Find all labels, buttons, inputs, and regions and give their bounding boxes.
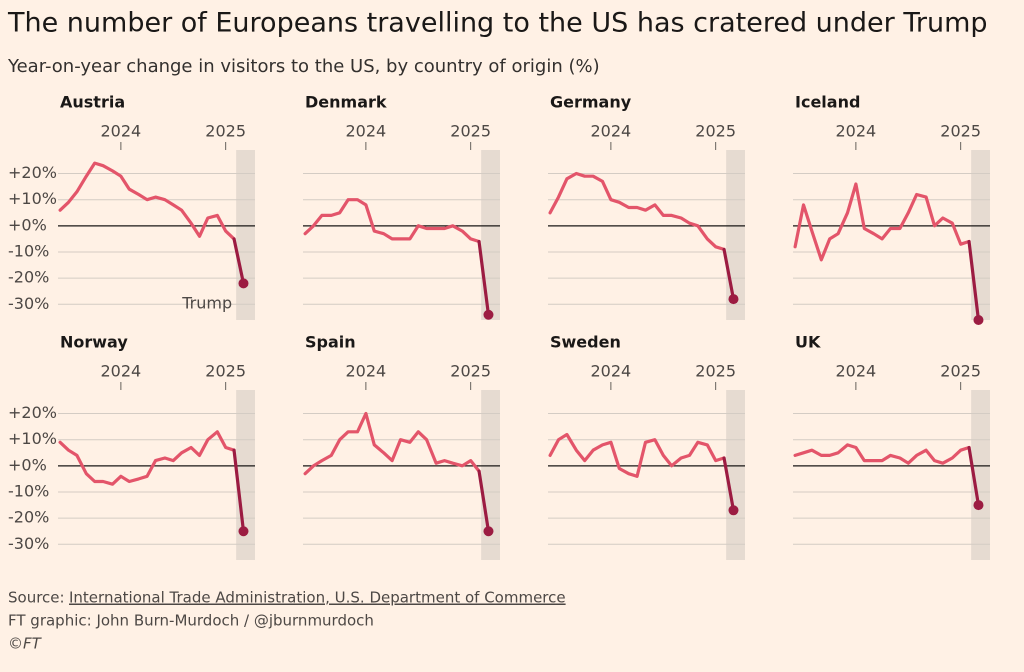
panel-title: Sweden bbox=[550, 333, 621, 352]
series-line bbox=[548, 432, 726, 478]
y-tick-label: +10% bbox=[8, 429, 57, 448]
x-tick-label: 2024 bbox=[346, 362, 387, 381]
y-tick-label: -30% bbox=[8, 534, 49, 553]
panel-title: Austria bbox=[60, 93, 125, 112]
x-tick-label: 2025 bbox=[940, 122, 981, 141]
series-line bbox=[303, 411, 481, 476]
recent-line bbox=[232, 237, 246, 285]
series-line bbox=[58, 161, 236, 241]
copyright: ©FT bbox=[8, 635, 43, 653]
shaded-period bbox=[971, 390, 990, 560]
source-label: Source: bbox=[8, 589, 65, 607]
y-tick-label: +20% bbox=[8, 163, 57, 182]
recent-line bbox=[722, 247, 736, 301]
recent-line bbox=[477, 239, 491, 317]
recent-line bbox=[967, 239, 981, 322]
x-tick-label: 2024 bbox=[101, 362, 142, 381]
series-line bbox=[303, 198, 481, 244]
x-tick-label: 2025 bbox=[205, 122, 246, 141]
source-link[interactable]: International Trade Administration, U.S.… bbox=[69, 589, 566, 607]
y-tick-label: -20% bbox=[8, 508, 49, 527]
x-tick-label: 2024 bbox=[346, 122, 387, 141]
y-tick-label: -30% bbox=[8, 294, 49, 313]
shaded-period bbox=[726, 150, 745, 320]
y-tick-label: +10% bbox=[8, 189, 57, 208]
latest-point bbox=[728, 505, 739, 516]
x-tick-label: 2024 bbox=[591, 122, 632, 141]
latest-point bbox=[483, 309, 494, 320]
chart-subtitle: Year-on-year change in visitors to the U… bbox=[7, 56, 600, 77]
latest-point bbox=[238, 526, 249, 537]
series-line bbox=[58, 430, 236, 486]
x-tick-label: 2025 bbox=[450, 362, 491, 381]
x-tick-label: 2024 bbox=[836, 122, 877, 141]
panel-title: Spain bbox=[305, 333, 356, 352]
latest-point bbox=[973, 315, 984, 325]
x-tick-label: 2024 bbox=[591, 362, 632, 381]
panel-title: Norway bbox=[60, 333, 128, 352]
x-tick-label: 2025 bbox=[940, 362, 981, 381]
panel-title: UK bbox=[795, 333, 821, 352]
panel-title: Denmark bbox=[305, 93, 387, 112]
recent-line bbox=[232, 448, 246, 533]
recent-line bbox=[967, 445, 981, 507]
shaded-period bbox=[236, 150, 255, 320]
panel-title: Germany bbox=[550, 93, 632, 112]
credit: FT graphic: John Burn-Murdoch / @jburnmu… bbox=[8, 612, 374, 630]
y-tick-label: +0% bbox=[8, 455, 47, 474]
x-tick-label: 2025 bbox=[695, 362, 736, 381]
latest-point bbox=[973, 500, 984, 511]
shaded-period bbox=[481, 150, 500, 320]
latest-point bbox=[728, 294, 739, 305]
series-line bbox=[793, 443, 971, 465]
shaded-period bbox=[726, 390, 745, 560]
panel-title: Iceland bbox=[795, 93, 860, 112]
chart-title: The number of Europeans travelling to th… bbox=[7, 8, 988, 39]
x-tick-label: 2025 bbox=[450, 122, 491, 141]
latest-point bbox=[238, 278, 249, 289]
annotation: Trump bbox=[181, 294, 232, 313]
recent-line bbox=[722, 456, 736, 512]
y-tick-label: -20% bbox=[8, 268, 49, 287]
x-tick-label: 2024 bbox=[836, 362, 877, 381]
series-line bbox=[548, 171, 726, 251]
y-tick-label: -10% bbox=[8, 242, 49, 261]
series-line bbox=[793, 182, 971, 262]
recent-line bbox=[477, 469, 491, 533]
y-tick-label: +20% bbox=[8, 403, 57, 422]
y-tick-label: +0% bbox=[8, 215, 47, 234]
x-tick-label: 2025 bbox=[695, 122, 736, 141]
latest-point bbox=[483, 526, 494, 537]
x-tick-label: 2025 bbox=[205, 362, 246, 381]
y-tick-label: -10% bbox=[8, 482, 49, 501]
x-tick-label: 2024 bbox=[101, 122, 142, 141]
shaded-period bbox=[971, 150, 990, 320]
